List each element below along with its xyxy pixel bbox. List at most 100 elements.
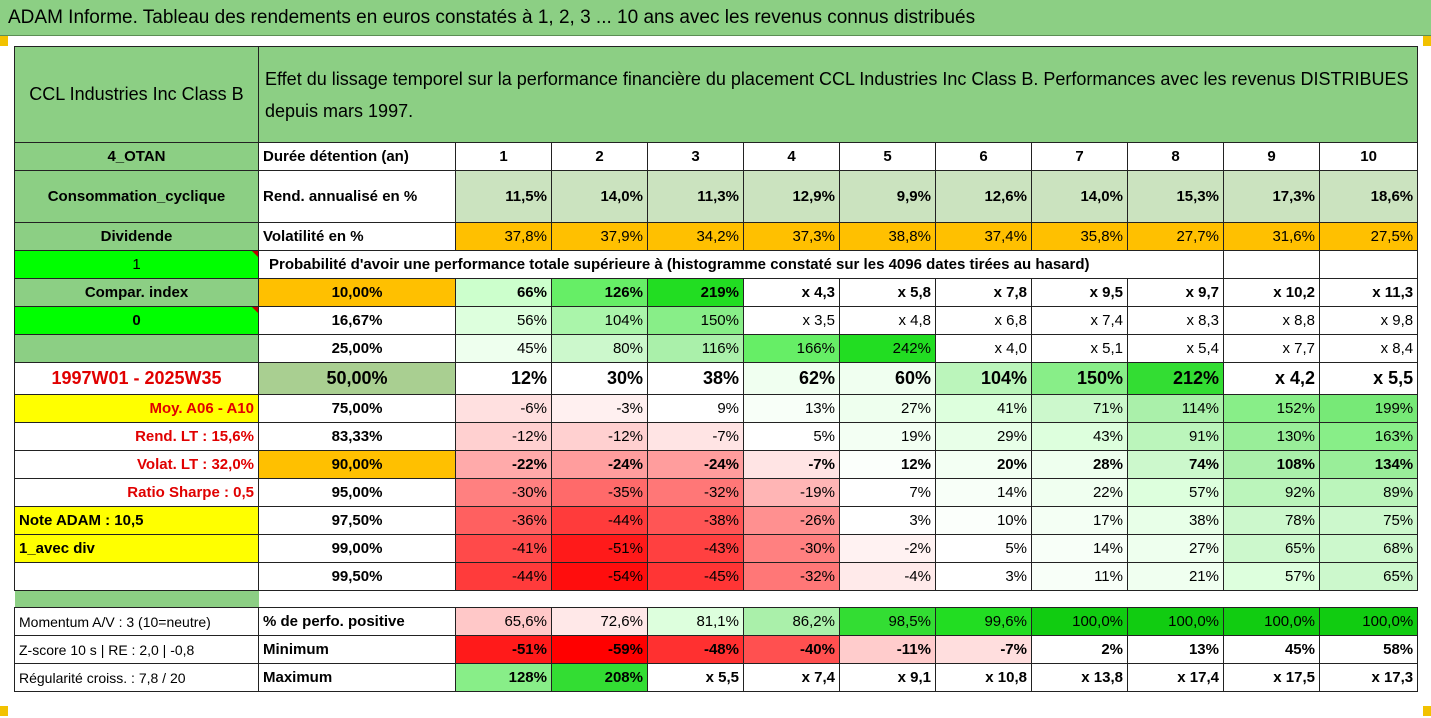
table-row: Moy. A06 - A10 75,00% -6% -3% 9% 13% 27% 41% 71%… bbox=[14, 394, 1419, 423]
value-cell: x 4,2 bbox=[1223, 362, 1320, 395]
row-metric: 25,00% bbox=[258, 334, 456, 363]
row-metric: 83,33% bbox=[258, 422, 456, 451]
value-cell: 11,3% bbox=[647, 170, 744, 223]
value-cell: 12,6% bbox=[935, 170, 1032, 223]
value-cell: -44% bbox=[455, 562, 552, 591]
value-cell: 75% bbox=[1318, 506, 1419, 535]
row-label: Consommation_cyclique bbox=[14, 170, 259, 223]
value-cell: 11% bbox=[1031, 562, 1128, 591]
value-cell: 13% bbox=[743, 394, 840, 423]
value-cell: 20% bbox=[935, 450, 1032, 479]
value-cell: x 8,8 bbox=[1223, 306, 1320, 335]
report-title: ADAM Informe. Tableau des rendements en … bbox=[0, 0, 1431, 36]
value-cell: 15,3% bbox=[1127, 170, 1224, 223]
value-cell: x 17,4 bbox=[1127, 663, 1224, 692]
value-cell: x 9,1 bbox=[839, 663, 936, 692]
value-cell: -7% bbox=[743, 450, 840, 479]
value-cell: 166% bbox=[743, 334, 840, 363]
value-cell: 12% bbox=[455, 362, 552, 395]
row-metric: 97,50% bbox=[258, 506, 456, 535]
value-cell: 8 bbox=[1127, 142, 1224, 171]
value-cell: 21% bbox=[1127, 562, 1224, 591]
row-metric: 50,00% bbox=[258, 362, 456, 395]
value-cell: x 5,5 bbox=[1318, 362, 1419, 395]
value-cell: x 3,5 bbox=[743, 306, 840, 335]
value-cell: -7% bbox=[935, 635, 1032, 664]
footer-metric: Minimum bbox=[258, 635, 456, 664]
value-cell: -7% bbox=[647, 422, 744, 451]
value-cell: 62% bbox=[743, 362, 840, 395]
value-cell: -40% bbox=[743, 635, 840, 664]
value-cell: 4 bbox=[743, 142, 840, 171]
value-cell: 12,9% bbox=[743, 170, 840, 223]
row-metric: 99,50% bbox=[258, 562, 456, 591]
row-label: Note ADAM : 10,5 bbox=[14, 506, 259, 535]
value-cell: -35% bbox=[551, 478, 648, 507]
value-cell: 108% bbox=[1223, 450, 1320, 479]
value-cell: 91% bbox=[1127, 422, 1224, 451]
row-metric: 75,00% bbox=[258, 394, 456, 423]
value-cell: x 17,5 bbox=[1223, 663, 1320, 692]
table-row: 1997W01 - 2025W35 50,00% 12% 30% 38% 62% 60% 10… bbox=[14, 362, 1419, 395]
value-cell: x 7,4 bbox=[743, 663, 840, 692]
footer-row: Z-score 10 s | RE : 2,0 | -0,8 Minimum -51… bbox=[14, 635, 1419, 664]
value-cell: 3% bbox=[935, 562, 1032, 591]
value-cell: 14,0% bbox=[1031, 170, 1128, 223]
value-cell: 163% bbox=[1318, 422, 1419, 451]
row-metric: 90,00% bbox=[258, 450, 456, 479]
value-cell: 37,3% bbox=[743, 222, 840, 251]
value-cell: -6% bbox=[455, 394, 552, 423]
value-cell: 27,5% bbox=[1318, 222, 1419, 251]
value-cell: -22% bbox=[455, 450, 552, 479]
value-cell: 65,6% bbox=[455, 607, 552, 636]
value-cell: 27,7% bbox=[1127, 222, 1224, 251]
table-row: 0 16,67% 56% 104% 150% x 3,5 x 4,8 x 6,8 x 7,4 x … bbox=[14, 306, 1419, 335]
value-cell: 80% bbox=[551, 334, 648, 363]
value-cell: 6 bbox=[935, 142, 1032, 171]
table-row: Rend. LT : 15,6% 83,33% -12% -12% -7% 5% 19% 29… bbox=[14, 422, 1419, 451]
value-cell bbox=[1318, 250, 1419, 279]
table-row: 1_avec div 99,00% -41% -51% -43% -30% -2% 5% 14%… bbox=[14, 534, 1419, 563]
row-label: Moy. A06 - A10 bbox=[14, 394, 259, 423]
row-label: 4_OTAN bbox=[14, 142, 259, 171]
value-cell: -48% bbox=[647, 635, 744, 664]
value-cell: -4% bbox=[839, 562, 936, 591]
value-cell: 128% bbox=[455, 663, 552, 692]
spacer-cell bbox=[14, 590, 259, 608]
table-row: 99,50% -44% -54% -45% -32% -4% 3% 11% 21% 57% 65% bbox=[14, 562, 1419, 591]
value-cell: 78% bbox=[1223, 506, 1320, 535]
value-cell: 35,8% bbox=[1031, 222, 1128, 251]
value-cell: 45% bbox=[455, 334, 552, 363]
value-cell: -43% bbox=[647, 534, 744, 563]
value-cell: -45% bbox=[647, 562, 744, 591]
value-cell: 5 bbox=[839, 142, 936, 171]
value-cell: 12% bbox=[839, 450, 936, 479]
table-row: Compar. index 10,00% 66% 126% 219% x 4,3 x 5,8… bbox=[14, 278, 1419, 307]
row-label bbox=[14, 334, 259, 363]
value-cell: 31,6% bbox=[1223, 222, 1320, 251]
value-cell: -59% bbox=[551, 635, 648, 664]
spacer-cell bbox=[258, 590, 1418, 608]
value-cell: -32% bbox=[743, 562, 840, 591]
value-cell: 92% bbox=[1223, 478, 1320, 507]
row-label: Compar. index bbox=[14, 278, 259, 307]
corner-marker-bottom-left bbox=[0, 706, 8, 716]
value-cell: 17,3% bbox=[1223, 170, 1320, 223]
table-row: Note ADAM : 10,5 97,50% -36% -44% -38% -26% 3%… bbox=[14, 506, 1419, 535]
value-cell: 99,6% bbox=[935, 607, 1032, 636]
value-cell: 219% bbox=[647, 278, 744, 307]
value-cell: x 4,0 bbox=[935, 334, 1032, 363]
value-cell: 57% bbox=[1127, 478, 1224, 507]
value-cell: 81,1% bbox=[647, 607, 744, 636]
value-cell: 89% bbox=[1318, 478, 1419, 507]
value-cell: 65% bbox=[1318, 562, 1419, 591]
value-cell: -24% bbox=[647, 450, 744, 479]
table-row: Ratio Sharpe : 0,5 95,00% -30% -35% -32% -19%… bbox=[14, 478, 1419, 507]
value-cell: 56% bbox=[455, 306, 552, 335]
value-cell: -41% bbox=[455, 534, 552, 563]
value-cell: 37,4% bbox=[935, 222, 1032, 251]
value-cell: 116% bbox=[647, 334, 744, 363]
value-cell: -26% bbox=[743, 506, 840, 535]
value-cell: 37,9% bbox=[551, 222, 648, 251]
value-cell: x 5,4 bbox=[1127, 334, 1224, 363]
